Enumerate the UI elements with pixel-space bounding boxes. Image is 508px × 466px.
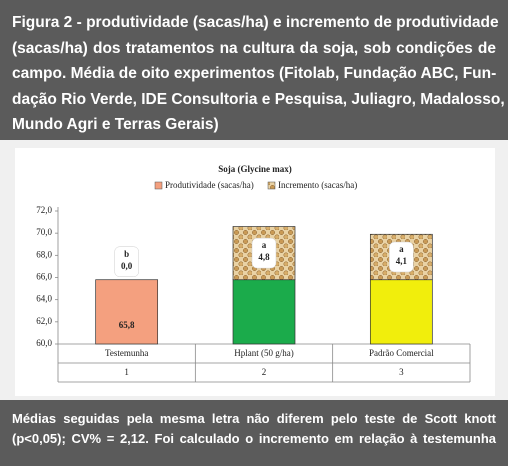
legend-swatch (267, 181, 276, 190)
footer-line: Médias seguidas pela mesma letra não dif… (12, 411, 496, 426)
bar-segment (369, 279, 433, 345)
legend-label: Incremento (sacas/ha) (278, 180, 357, 190)
header-line: campo. Média de oito experimentos (Fitol… (12, 65, 497, 82)
header-line: Mundo Agri e Terras Gerais) (12, 116, 219, 133)
value-label: 0,0 (121, 261, 133, 271)
value-label: 4,8 (258, 252, 270, 262)
group-letter: a (399, 244, 404, 254)
y-tick-label: 72,0 (36, 205, 52, 215)
category-number: 2 (262, 367, 267, 377)
chart: Soja (Glycine max) Produtividade (sacas/… (0, 140, 508, 400)
legend-swatch (154, 181, 163, 190)
y-tick-label: 70,0 (36, 227, 52, 237)
footer: Médias seguidas pela mesma letra não dif… (0, 400, 508, 466)
y-tick-label: 60,0 (36, 338, 52, 348)
x-tick-label: Padrão Comercial (369, 348, 434, 358)
bar-segment (232, 279, 296, 345)
header-line: dação Rio Verde, IDE Consultoria e Pesqu… (12, 90, 505, 108)
y-tick-label: 66,0 (36, 272, 52, 282)
y-tick-label: 68,0 (36, 249, 52, 259)
chart-title: Soja (Glycine max) (218, 164, 292, 174)
header-line: Figura 2 - produtividade (sacas/ha) e in… (12, 14, 499, 31)
x-tick-label: Hplant (50 g/ha) (234, 348, 293, 358)
label-box (251, 237, 277, 269)
category-number: 3 (399, 367, 404, 377)
value-label: 65,8 (119, 320, 135, 330)
category-number: 1 (124, 367, 129, 377)
group-letter: a (262, 240, 267, 250)
legend-label: Produtividade (sacas/ha) (165, 180, 254, 190)
footer-line: (p<0,05); CV% = 2,12. Foi calculado o in… (12, 431, 496, 446)
x-tick-label: Testemunha (105, 348, 148, 358)
value-label: 4,1 (396, 256, 408, 266)
header: Figura 2 - produtividade (sacas/ha) e in… (0, 0, 508, 140)
y-tick-label: 64,0 (36, 294, 52, 304)
y-tick-label: 62,0 (36, 316, 52, 326)
label-box (389, 241, 414, 273)
header-line: (sacas/ha) dos tratamentos na cultura da… (12, 39, 496, 57)
label-box (114, 246, 139, 277)
bar-segment (95, 279, 159, 345)
group-letter: b (124, 249, 129, 259)
